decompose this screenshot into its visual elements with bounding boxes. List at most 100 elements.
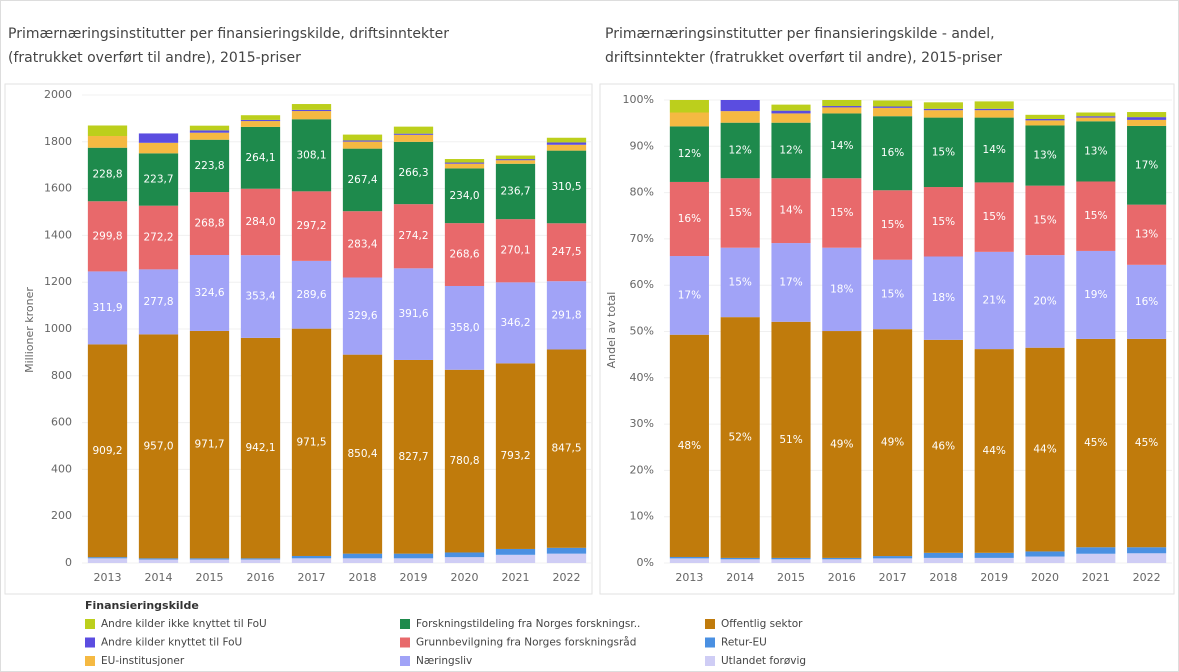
bar-segment [720,317,760,558]
value-label: 15% [932,216,955,228]
legend-label: Offentlig sektor [721,618,803,630]
bar-segment [291,555,332,559]
bar-segment [974,108,1014,111]
legend-label: EU-institusjoner [101,655,185,667]
x-tick-label: 2016 [828,571,856,584]
bar-segment [923,552,963,558]
bar-segment [393,133,434,135]
bar-segment [87,125,128,137]
legend-label: Utlandet forøvig [721,655,806,667]
x-tick-label: 2016 [247,571,275,584]
value-label: 310,5 [551,181,581,193]
bar-segment [1127,119,1167,126]
bar-segment [873,100,913,107]
y-tick-label: 40% [630,371,654,384]
bar-segment [546,547,587,554]
bar-segment [822,247,862,332]
value-label: 268,6 [449,249,479,261]
bar-segment [138,133,179,143]
right-title: Primærnæringsinstitutter per finansierin… [605,26,995,42]
bar-segment [495,554,536,563]
value-label: 827,7 [398,451,428,463]
value-label: 971,7 [194,439,224,451]
bar-segment [138,142,179,154]
bar-segment [291,328,332,556]
value-label: 45% [1084,437,1107,449]
left-title: Primærnæringsinstitutter per finansierin… [8,26,449,42]
bar-segment [1127,338,1167,548]
value-label: 18% [932,292,955,304]
value-label: 12% [729,144,752,156]
value-label: 942,1 [245,442,275,454]
bar-segment [720,122,760,179]
y-tick-label: 70% [630,232,654,245]
right-panel [599,83,1175,595]
bar-segment [822,113,862,179]
bar-segment [873,116,913,191]
bar-segment [974,349,1014,553]
value-label: 267,4 [347,174,377,186]
bar-segment [138,205,179,270]
legend-swatch [85,637,95,648]
bar-segment [342,277,383,355]
bar-segment [444,163,485,169]
bar-segment [923,110,963,118]
bar-segment [923,108,963,111]
legend-label: Retur-EU [721,637,767,649]
bar-segment [393,553,434,559]
x-tick-label: 2015 [196,571,224,584]
value-label: 391,6 [398,308,428,320]
value-label: 236,7 [500,185,530,197]
bar-segment [444,223,485,286]
x-tick-label: 2022 [553,571,581,584]
value-label: 957,0 [143,440,173,452]
bar-segment [822,559,862,563]
y-tick-label: 0% [637,556,654,569]
left-title: (fratrukket overført til andre), 2015-pr… [8,50,301,66]
value-label: 44% [983,445,1006,457]
value-label: 793,2 [500,450,530,462]
bar-segment [240,119,281,122]
bar-segment [822,178,862,248]
bar-segment [720,559,760,563]
bar-segment [495,548,536,555]
bar-segment [1025,125,1065,186]
bar-segment [240,559,281,563]
value-label: 847,5 [551,443,581,455]
bar-segment [495,363,536,549]
bar-segment [1127,117,1167,120]
bar-segment [822,100,862,107]
value-label: 14% [779,205,802,217]
bar-segment [771,113,811,123]
value-label: 291,8 [551,309,581,321]
bar-segment [923,117,963,188]
bar-segment [822,106,862,108]
legend-swatch [85,656,95,666]
value-label: 299,8 [92,230,122,242]
value-label: 971,5 [296,436,326,448]
value-label: 15% [932,146,955,158]
legend-swatch [400,619,410,629]
x-tick-label: 2013 [675,571,703,584]
legend-label: Grunnbevilgning fra Norges forskningsråd [416,636,636,649]
value-label: 329,6 [347,310,377,322]
bar-segment [923,256,963,340]
bar-segment [342,140,383,142]
bar-segment [495,282,536,364]
x-tick-label: 2021 [502,571,530,584]
bar-segment [291,260,332,329]
bar-segment [189,132,230,140]
bar-segment [546,144,587,151]
bar-segment [923,102,963,109]
value-label: 18% [830,283,853,295]
bar-segment [87,271,128,345]
x-tick-label: 2022 [1133,571,1161,584]
bar-segment [87,136,128,148]
bar-segment [393,359,434,554]
bar-segment [822,557,862,560]
bar-segment [393,558,434,563]
bar-segment [342,354,383,554]
bar-segment [1127,204,1167,265]
legend-label: Næringsliv [416,655,472,667]
bar-segment [138,558,179,560]
